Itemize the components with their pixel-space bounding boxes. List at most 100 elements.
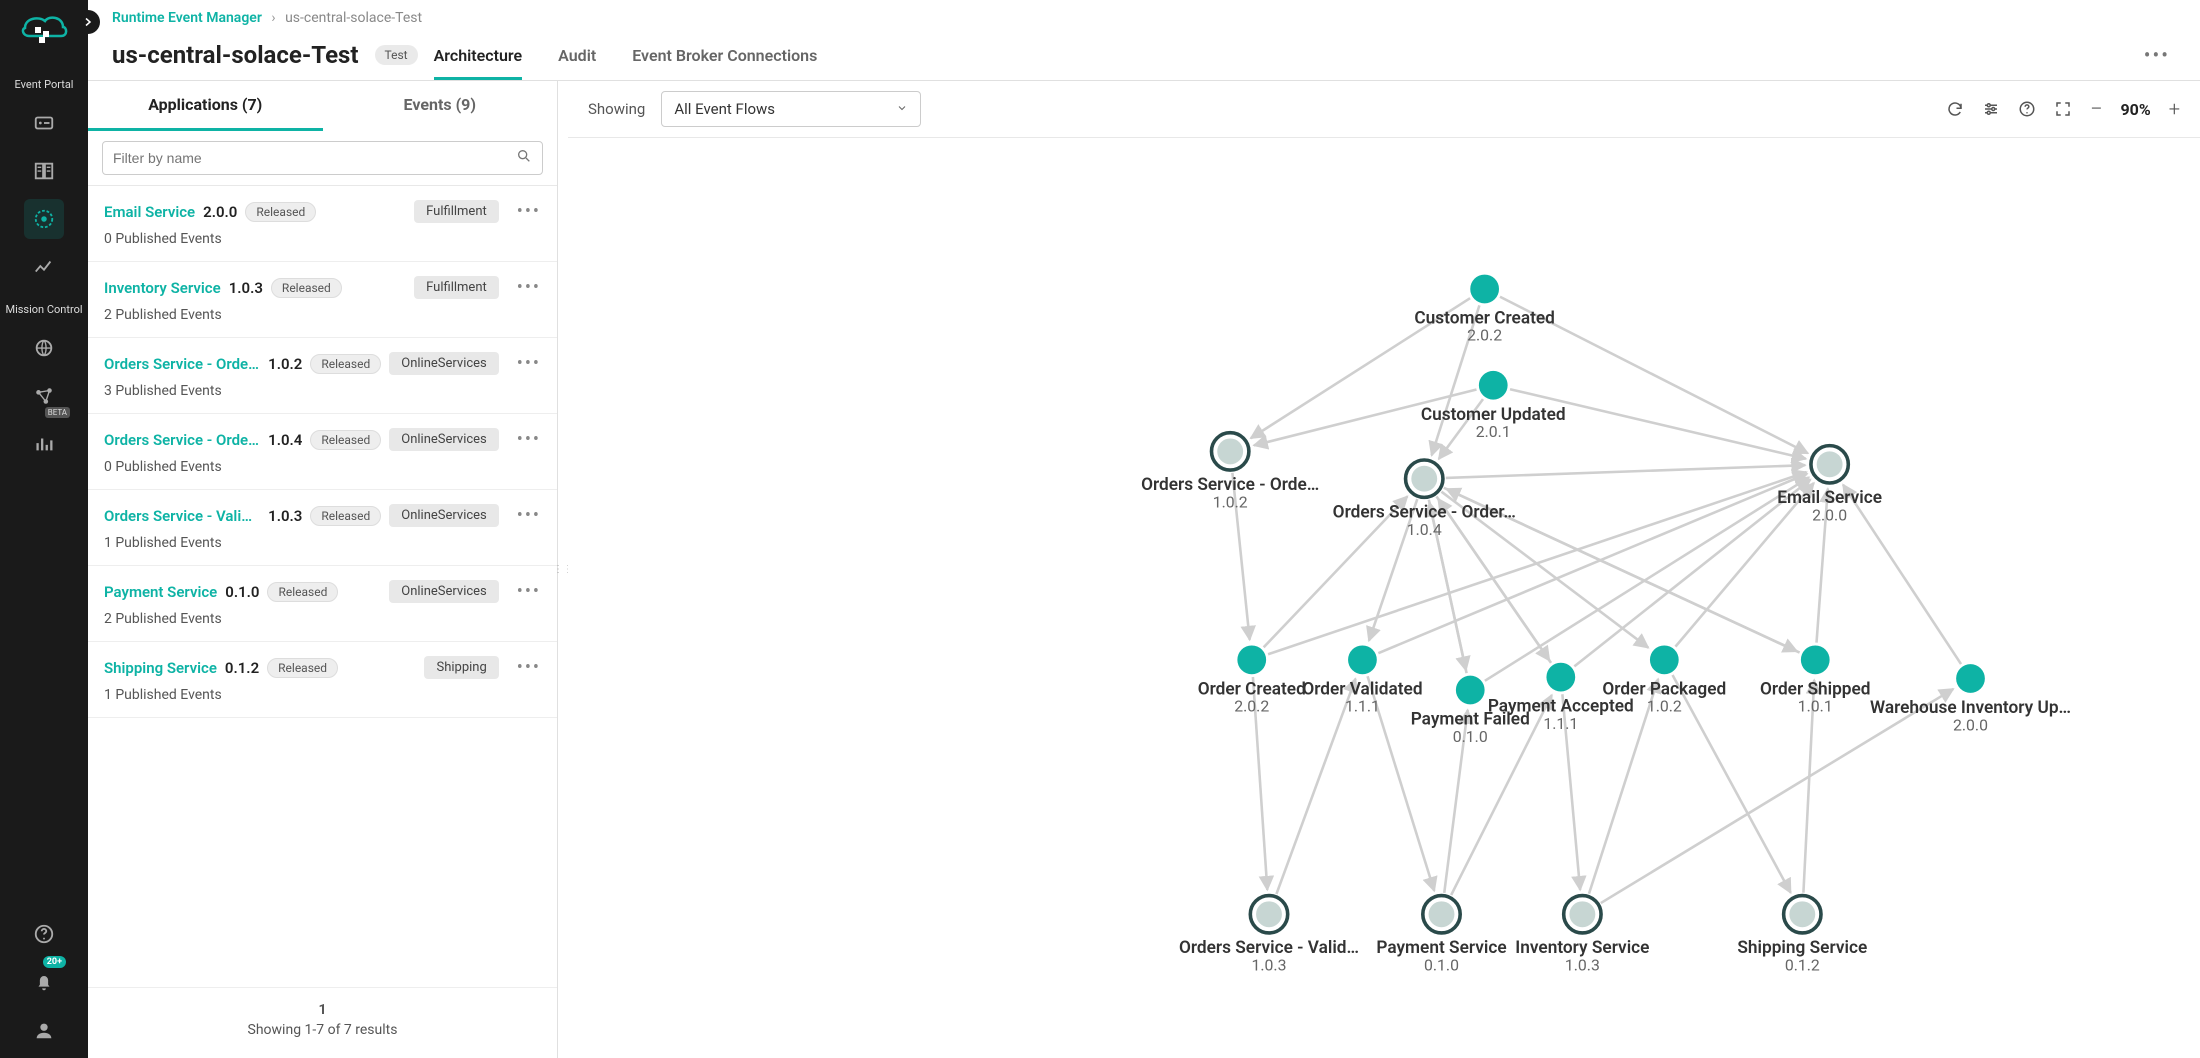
pagination: 1 Showing 1-7 of 7 results: [88, 987, 557, 1058]
flow-filter-select[interactable]: All Event Flows: [661, 91, 921, 127]
nav-designer-icon[interactable]: [24, 103, 64, 143]
rail-expand-button[interactable]: [76, 10, 100, 34]
application-list-item[interactable]: Orders Service - Order… 1.0.4 Released O…: [88, 414, 557, 490]
application-name[interactable]: Orders Service - Order…: [104, 431, 260, 449]
graph-event-node[interactable]: Order Shipped1.0.1: [1760, 645, 1870, 715]
search-icon: [516, 148, 532, 168]
graph-app-node[interactable]: Email Service2.0.0: [1777, 446, 1882, 525]
application-list-item[interactable]: Inventory Service 1.0.3 Released Fulfill…: [88, 262, 557, 338]
item-more-button[interactable]: •••: [517, 657, 541, 678]
application-list-item[interactable]: Shipping Service 0.1.2 Released Shipping…: [88, 642, 557, 718]
nav-metrics-icon[interactable]: [24, 424, 64, 464]
node-version: 2.0.0: [1812, 505, 1847, 524]
header-tabs: Architecture Audit Event Broker Connection…: [434, 34, 818, 80]
published-events-count: 2 Published Events: [104, 307, 541, 323]
node-version: 2.0.2: [1467, 326, 1502, 345]
node-version: 2.0.0: [1953, 715, 1988, 734]
nav-user-icon[interactable]: [24, 1010, 64, 1050]
graph-app-node[interactable]: Shipping Service0.1.2: [1737, 896, 1867, 975]
panel-subtabs: Applications (7)Events (9): [88, 81, 557, 131]
subtab-applications[interactable]: Applications (7): [88, 81, 323, 131]
zoom-level: 90%: [2121, 100, 2151, 119]
applications-panel: Applications (7)Events (9) Email Service…: [88, 81, 558, 1058]
application-list-item[interactable]: Payment Service 0.1.0 Released OnlineSer…: [88, 566, 557, 642]
nav-help-icon[interactable]: [24, 914, 64, 954]
node-version: 1.0.3: [1252, 955, 1287, 974]
application-name[interactable]: Orders Service - Valid…: [104, 507, 260, 525]
node-version: 0.1.0: [1453, 727, 1488, 746]
nav-runtime-icon[interactable]: [24, 199, 64, 239]
nav-insights-icon[interactable]: [24, 247, 64, 287]
graph-event-node[interactable]: Order Validated1.1.1: [1302, 645, 1422, 715]
panel-splitter[interactable]: ⋮⋮: [558, 81, 568, 1058]
flow-filter-value: All Event Flows: [674, 100, 775, 118]
graph-edge: [1843, 485, 1961, 664]
nav-notifications-icon[interactable]: 20+: [24, 962, 64, 1002]
item-more-button[interactable]: •••: [517, 277, 541, 298]
item-more-button[interactable]: •••: [517, 505, 541, 526]
subtab-events[interactable]: Events (9): [323, 81, 558, 131]
application-version: 2.0.0: [203, 203, 237, 221]
tab-audit[interactable]: Audit: [558, 34, 596, 80]
application-version: 0.1.2: [225, 659, 259, 677]
application-name[interactable]: Shipping Service: [104, 659, 217, 677]
application-version: 0.1.0: [225, 583, 259, 601]
graph-edge: [1438, 499, 1551, 663]
application-list-item[interactable]: Email Service 2.0.0 Released Fulfillment…: [88, 186, 557, 262]
fullscreen-icon[interactable]: [2054, 100, 2072, 118]
graph-event-node[interactable]: Order Created2.0.2: [1198, 645, 1306, 715]
page-number[interactable]: 1: [88, 1002, 557, 1018]
notification-count-badge: 20+: [43, 956, 66, 968]
graph-toolbar: Showing All Event Flows − 90% +: [568, 81, 2200, 138]
filter-field[interactable]: [102, 141, 543, 175]
application-name[interactable]: Inventory Service: [104, 279, 221, 297]
nav-mesh-icon[interactable]: BETA: [24, 376, 64, 416]
domain-badge: OnlineServices: [389, 352, 499, 375]
item-more-button[interactable]: •••: [517, 581, 541, 602]
status-badge: Released: [310, 430, 381, 450]
published-events-count: 1 Published Events: [104, 687, 541, 703]
status-badge: Released: [267, 582, 338, 602]
page-more-button[interactable]: •••: [2144, 43, 2176, 67]
graph-app-node[interactable]: Orders Service - Orde…1.0.2: [1141, 433, 1319, 512]
application-list-item[interactable]: Orders Service - Valid… 1.0.3 Released O…: [88, 490, 557, 566]
page-title: us-central-solace-Test: [112, 41, 359, 69]
status-badge: Released: [245, 202, 316, 222]
status-badge: Released: [267, 658, 338, 678]
rail-section-mission-control: Mission Control: [5, 303, 82, 316]
application-name[interactable]: Payment Service: [104, 583, 217, 601]
domain-badge: OnlineServices: [389, 504, 499, 527]
graph-event-node[interactable]: Warehouse Inventory Up…2.0.0: [1870, 664, 2071, 734]
breadcrumb-current: us-central-solace-Test: [285, 10, 422, 26]
nav-cluster-icon[interactable]: [24, 328, 64, 368]
status-badge: Released: [310, 354, 381, 374]
help-icon[interactable]: [2018, 100, 2036, 118]
nav-catalog-icon[interactable]: [24, 151, 64, 191]
graph-edge: [1276, 679, 1355, 894]
domain-badge: Shipping: [424, 656, 498, 679]
tab-event-broker-connections[interactable]: Event Broker Connections: [632, 34, 817, 80]
graph-edge: [1446, 465, 1805, 478]
zoom-out-button[interactable]: −: [2090, 97, 2103, 122]
graph-edge: [1485, 477, 1809, 681]
zoom-in-button[interactable]: +: [2169, 97, 2180, 121]
graph-app-node[interactable]: Inventory Service1.0.3: [1515, 896, 1649, 975]
breadcrumb-root[interactable]: Runtime Event Manager: [112, 10, 262, 26]
graph-app-node[interactable]: Orders Service - Valid…1.0.3: [1179, 896, 1359, 975]
application-name[interactable]: Email Service: [104, 203, 195, 221]
refresh-icon[interactable]: [1946, 100, 1964, 118]
graph-event-node[interactable]: Customer Created2.0.2: [1414, 275, 1555, 345]
filter-input[interactable]: [113, 150, 516, 166]
main-area: Runtime Event Manager › us-central-solac…: [88, 0, 2200, 1058]
item-more-button[interactable]: •••: [517, 201, 541, 222]
item-more-button[interactable]: •••: [517, 353, 541, 374]
application-list-item[interactable]: Orders Service - Order… 1.0.2 Released O…: [88, 338, 557, 414]
graph-event-node[interactable]: Customer Updated2.0.1: [1421, 371, 1566, 441]
graph-app-node[interactable]: Payment Service0.1.0: [1376, 896, 1506, 975]
status-badge: Released: [271, 278, 342, 298]
tab-architecture[interactable]: Architecture: [434, 34, 523, 80]
application-name[interactable]: Orders Service - Order…: [104, 355, 260, 373]
item-more-button[interactable]: •••: [517, 429, 541, 450]
graph-canvas[interactable]: Customer Created2.0.2 Customer Updated2.0…: [568, 138, 2200, 1058]
settings-icon[interactable]: [1982, 100, 2000, 118]
